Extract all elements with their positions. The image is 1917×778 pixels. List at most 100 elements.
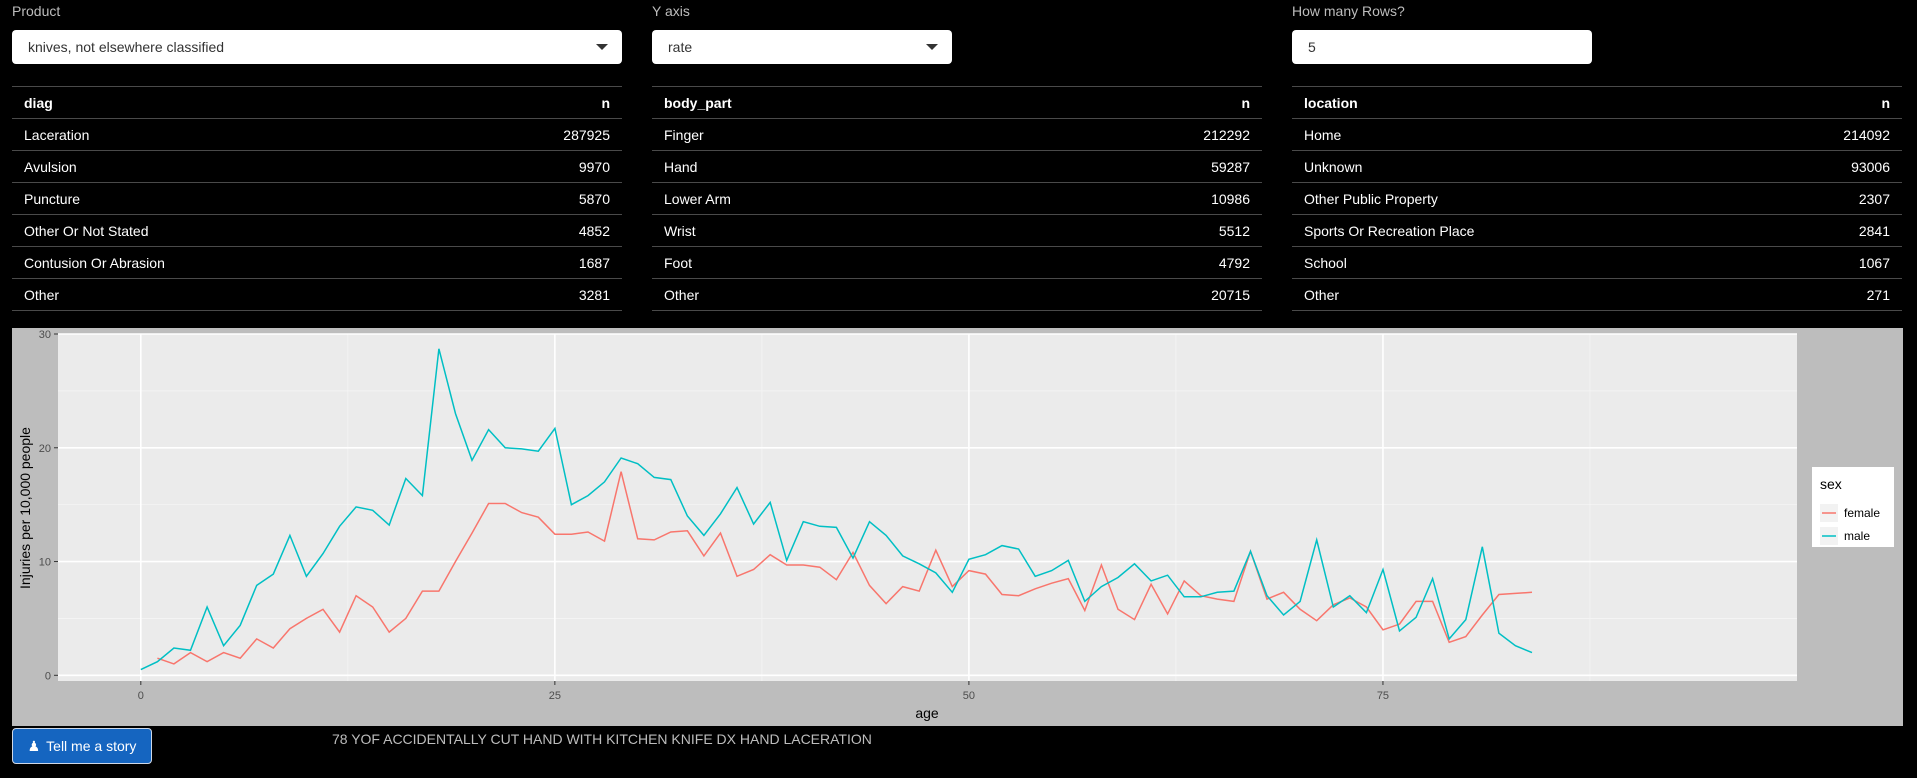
diag-table: diag n Laceration 287925 Avulsion 9970 Pun… xyxy=(12,86,622,311)
user-secret-icon: ♟ xyxy=(27,737,41,754)
plot-panel xyxy=(58,334,1797,681)
cell-n: 10986 xyxy=(996,182,1262,215)
table-row: Home 214092 xyxy=(1292,118,1902,151)
table-row: Finger 212292 xyxy=(652,118,1262,151)
table-header-row: location n xyxy=(1292,86,1902,119)
axes: 0 25 50 75 0 10 20 30 xyxy=(39,329,1389,702)
x-tick-label: 50 xyxy=(963,690,975,702)
chevron-down-icon xyxy=(926,44,938,50)
tell-story-label: Tell me a story xyxy=(46,738,137,754)
table-row: Other 271 xyxy=(1292,278,1902,311)
cell-n: 2307 xyxy=(1739,182,1902,215)
cell-body-part: Wrist xyxy=(652,214,997,247)
table-row: Foot 4792 xyxy=(652,246,1262,279)
cell-n: 59287 xyxy=(996,150,1262,183)
yaxis-label: Y axis xyxy=(652,3,690,19)
cell-diag: Contusion Or Abrasion xyxy=(12,246,439,279)
x-axis-label: age xyxy=(915,705,939,721)
yaxis-select[interactable]: rate xyxy=(652,30,952,64)
injury-rate-plot: 0 25 50 75 0 10 20 30 age Injuries per 10,000 p… xyxy=(12,328,1903,726)
cell-location: Other Public Property xyxy=(1292,182,1740,215)
cell-diag: Laceration xyxy=(12,118,439,151)
column-header-n: n xyxy=(438,86,622,119)
table-row: Other Or Not Stated 4852 xyxy=(12,214,622,247)
grid-lines xyxy=(58,333,1797,681)
series-line-female xyxy=(157,471,1533,665)
cell-diag: Puncture xyxy=(12,182,439,215)
cell-n: 93006 xyxy=(1739,150,1902,183)
cell-n: 1687 xyxy=(438,246,622,279)
y-tick-label: 0 xyxy=(45,670,51,682)
tell-story-button[interactable]: ♟ Tell me a story xyxy=(12,728,152,764)
series-lines xyxy=(140,348,1533,671)
product-select[interactable]: knives, not elsewhere classified xyxy=(12,30,622,64)
cell-location: Sports Or Recreation Place xyxy=(1292,214,1740,247)
cell-diag: Other Or Not Stated xyxy=(12,214,439,247)
column-header-body-part: body_part xyxy=(652,86,997,119)
cell-n: 212292 xyxy=(996,118,1262,151)
cell-n: 4792 xyxy=(996,246,1262,279)
cell-body-part: Foot xyxy=(652,246,997,279)
column-header-n: n xyxy=(1739,86,1902,119)
table-row: Wrist 5512 xyxy=(652,214,1262,247)
cell-body-part: Lower Arm xyxy=(652,182,997,215)
body-part-table: body_part n Finger 212292 Hand 59287 Lower… xyxy=(652,86,1262,311)
cell-n: 287925 xyxy=(438,118,622,151)
rows-label: How many Rows? xyxy=(1292,3,1405,19)
chevron-down-icon xyxy=(596,44,608,50)
story-narrative: 78 YOF ACCIDENTALLY CUT HAND WITH KITCHE… xyxy=(332,731,872,747)
rows-input[interactable] xyxy=(1292,30,1592,64)
cell-n: 4852 xyxy=(438,214,622,247)
x-tick-label: 0 xyxy=(138,690,144,702)
column-header-diag: diag xyxy=(12,86,439,119)
table-header-row: diag n xyxy=(12,86,622,119)
table-row: Other Public Property 2307 xyxy=(1292,182,1902,215)
table-row: Hand 59287 xyxy=(652,150,1262,183)
table-row: Unknown 93006 xyxy=(1292,150,1902,183)
legend-label-female: female xyxy=(1844,506,1880,520)
table-row: Other 3281 xyxy=(12,278,622,311)
cell-n: 9970 xyxy=(438,150,622,183)
column-header-location: location xyxy=(1292,86,1740,119)
table-row: School 1067 xyxy=(1292,246,1902,279)
column-header-n: n xyxy=(996,86,1262,119)
product-select-value: knives, not elsewhere classified xyxy=(28,39,225,55)
table-row: Puncture 5870 xyxy=(12,182,622,215)
legend-title: sex xyxy=(1820,476,1842,492)
table-row: Contusion Or Abrasion 1687 xyxy=(12,246,622,279)
location-table: location n Home 214092 Unknown 93006 Other… xyxy=(1292,86,1902,311)
diag-column: Product knives, not elsewhere classified… xyxy=(12,0,622,311)
cell-location: Other xyxy=(1292,278,1740,311)
table-row: Lower Arm 10986 xyxy=(652,182,1262,215)
cell-body-part: Hand xyxy=(652,150,997,183)
legend: sex female male xyxy=(1812,467,1894,547)
cell-body-part: Other xyxy=(652,278,997,311)
cell-diag: Other xyxy=(12,278,439,311)
cell-location: Unknown xyxy=(1292,150,1740,183)
cell-n: 5512 xyxy=(996,214,1262,247)
series-line-male xyxy=(140,348,1533,671)
cell-location: Home xyxy=(1292,118,1740,151)
cell-body-part: Finger xyxy=(652,118,997,151)
cell-n: 1067 xyxy=(1739,246,1902,279)
table-row: Laceration 287925 xyxy=(12,118,622,151)
table-row: Sports Or Recreation Place 2841 xyxy=(1292,214,1902,247)
y-axis-label: Injuries per 10,000 people xyxy=(17,427,33,589)
plot-svg: 0 25 50 75 0 10 20 30 age Injuries per 10,000 p… xyxy=(12,328,1903,726)
y-tick-label: 20 xyxy=(39,443,51,455)
cell-n: 271 xyxy=(1739,278,1902,311)
cell-n: 3281 xyxy=(438,278,622,311)
cell-diag: Avulsion xyxy=(12,150,439,183)
cell-location: School xyxy=(1292,246,1740,279)
y-tick-label: 30 xyxy=(39,329,51,341)
body-part-column: Y axis rate body_part n Finger 212292 Han… xyxy=(652,0,1262,311)
table-header-row: body_part n xyxy=(652,86,1262,119)
cell-n: 214092 xyxy=(1739,118,1902,151)
x-tick-label: 25 xyxy=(549,690,561,702)
cell-n: 5870 xyxy=(438,182,622,215)
cell-n: 20715 xyxy=(996,278,1262,311)
yaxis-select-value: rate xyxy=(668,39,693,55)
y-tick-label: 10 xyxy=(39,557,51,569)
table-row: Avulsion 9970 xyxy=(12,150,622,183)
